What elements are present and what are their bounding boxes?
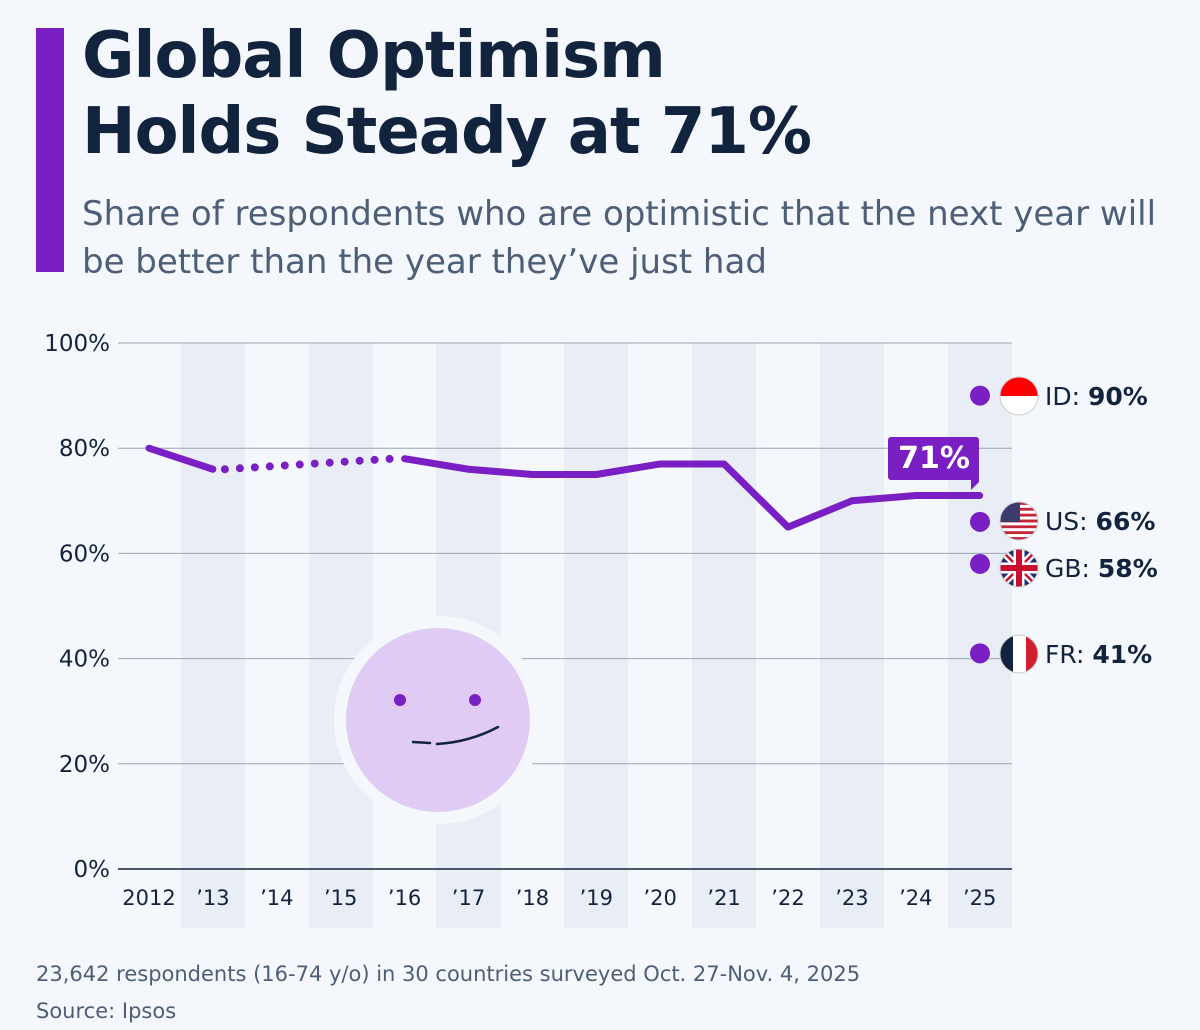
country-label: GB: 58% — [1045, 554, 1158, 583]
column-stripe — [947, 343, 1012, 928]
column-stripe — [564, 343, 629, 928]
country-marker-us: US: 66% — [970, 501, 1155, 541]
column-stripe — [692, 343, 757, 928]
country-code: GB: — [1045, 554, 1098, 583]
footer-source: Source: Ipsos — [36, 999, 177, 1023]
x-tick-label: ’22 — [771, 886, 804, 910]
x-tick-label: ’24 — [899, 886, 932, 910]
x-tick-label: ’21 — [707, 886, 740, 910]
y-tick-label: 20% — [59, 752, 110, 778]
x-tick-label: ’25 — [963, 886, 996, 910]
x-tick-label: 2012 — [122, 886, 175, 910]
page-title: Global Optimism Holds Steady at 71% — [82, 18, 812, 170]
country-code: ID: — [1045, 382, 1088, 411]
x-tick-label: ’15 — [324, 886, 357, 910]
callout-label: 71% — [898, 441, 970, 476]
id-flag-icon — [1000, 377, 1038, 415]
x-tick-label: ’18 — [516, 886, 549, 910]
country-marker-fr: FR: 41% — [970, 634, 1152, 674]
footer-note: 23,642 respondents (16-74 y/o) in 30 cou… — [36, 962, 861, 986]
title-line-2: Holds Steady at 71% — [82, 95, 812, 169]
series-gap-dotted — [220, 454, 397, 474]
accent-bar — [36, 28, 64, 272]
y-tick-label: 80% — [59, 436, 110, 462]
x-tick-label: ’17 — [452, 886, 485, 910]
us-flag-icon — [1000, 502, 1038, 540]
country-marker-gb: GB: 58% — [970, 548, 1158, 588]
country-code: FR: — [1045, 640, 1092, 669]
column-stripe — [819, 343, 884, 928]
x-tick-label: ’14 — [260, 886, 293, 910]
title-line-1: Global Optimism — [82, 19, 666, 93]
callout-box — [888, 437, 979, 490]
series-line — [145, 444, 217, 473]
country-marker-id: ID: 90% — [970, 376, 1148, 416]
country-label: US: 66% — [1045, 507, 1155, 536]
country-value: 41% — [1092, 640, 1152, 669]
y-tick-label: 100% — [44, 331, 110, 357]
subtitle: Share of respondents who are optimistic … — [82, 194, 1157, 282]
footer: 23,642 respondents (16-74 y/o) in 30 cou… — [36, 956, 860, 1030]
country-dot — [970, 643, 990, 664]
country-value: 58% — [1098, 554, 1158, 583]
smiley-face-icon — [334, 616, 542, 824]
y-tick-label: 60% — [59, 541, 110, 567]
x-tick-label: ’19 — [580, 886, 613, 910]
column-stripe — [308, 343, 373, 928]
country-code: US: — [1045, 507, 1096, 536]
country-label: ID: 90% — [1045, 382, 1148, 411]
y-tick-label: 0% — [74, 857, 111, 883]
x-tick-label: ’16 — [388, 886, 421, 910]
country-value: 90% — [1088, 382, 1148, 411]
gb-flag-icon — [1000, 549, 1038, 587]
country-dot — [970, 553, 990, 574]
series-line — [401, 455, 984, 531]
column-stripe — [180, 343, 245, 928]
y-tick-label: 40% — [59, 647, 110, 673]
country-label: FR: 41% — [1045, 640, 1152, 669]
x-tick-label: ’23 — [835, 886, 868, 910]
x-tick-label: ’20 — [643, 886, 676, 910]
x-tick-label: ’13 — [196, 886, 229, 910]
country-dot — [970, 511, 990, 532]
country-dot — [970, 385, 990, 406]
country-value: 66% — [1096, 507, 1156, 536]
